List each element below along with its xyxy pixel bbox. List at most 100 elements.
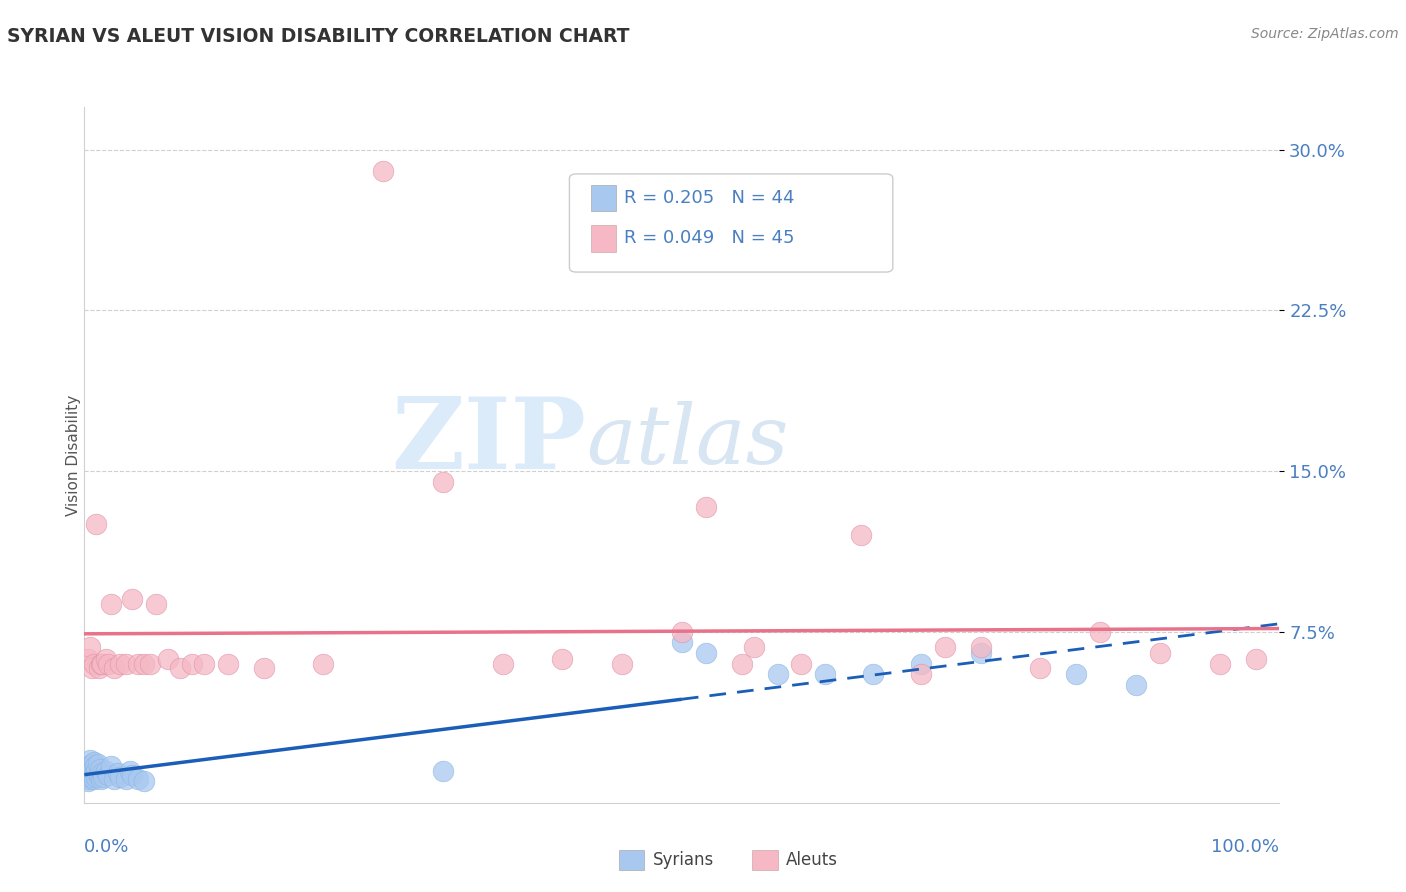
Point: [373, 164, 395, 178]
Point: [132, 657, 156, 671]
Point: [86, 764, 108, 778]
Point: [253, 661, 276, 675]
Point: [94, 764, 117, 778]
Point: [77, 772, 100, 787]
Point: [115, 772, 138, 787]
Point: [1209, 657, 1232, 671]
Point: [790, 657, 813, 671]
Point: [432, 764, 454, 778]
Point: [862, 667, 884, 681]
Point: [82, 768, 104, 782]
Point: [94, 652, 117, 666]
Point: [910, 667, 932, 681]
Point: [77, 652, 100, 666]
Point: [115, 657, 138, 671]
Y-axis label: Vision Disability: Vision Disability: [66, 394, 80, 516]
Point: [169, 661, 191, 675]
Point: [118, 764, 141, 778]
Point: [91, 765, 114, 780]
Point: [76, 768, 98, 782]
Point: [1149, 646, 1171, 660]
Point: [107, 765, 129, 780]
Point: [139, 657, 162, 671]
Point: [432, 475, 454, 489]
Point: [83, 755, 105, 769]
Point: [1244, 652, 1267, 666]
Point: [1029, 661, 1052, 675]
Point: [79, 770, 101, 784]
Point: [695, 500, 717, 515]
Point: [492, 657, 515, 671]
Point: [84, 759, 107, 773]
Point: [87, 768, 110, 782]
Point: [127, 772, 149, 787]
Point: [90, 772, 112, 787]
Point: [910, 657, 932, 671]
Point: [90, 657, 112, 671]
Point: [121, 768, 143, 782]
Point: [80, 757, 103, 772]
Point: [79, 640, 101, 654]
Text: R = 0.205   N = 44: R = 0.205 N = 44: [624, 189, 794, 207]
Point: [86, 517, 108, 532]
Point: [84, 765, 107, 780]
Point: [1066, 667, 1088, 681]
Point: [91, 657, 114, 671]
Text: Aleuts: Aleuts: [786, 851, 838, 869]
Point: [934, 640, 956, 654]
Point: [80, 765, 103, 780]
Point: [121, 592, 143, 607]
Text: SYRIAN VS ALEUT VISION DISABILITY CORRELATION CHART: SYRIAN VS ALEUT VISION DISABILITY CORREL…: [7, 27, 630, 45]
Point: [77, 759, 100, 773]
Point: [80, 661, 103, 675]
Point: [551, 652, 574, 666]
Point: [970, 646, 993, 660]
Text: 0.0%: 0.0%: [84, 838, 129, 856]
Point: [970, 640, 993, 654]
Point: [93, 770, 115, 784]
Point: [110, 657, 132, 671]
Point: [77, 764, 100, 778]
Point: [766, 667, 789, 681]
Point: [671, 624, 693, 639]
Point: [87, 661, 110, 675]
Point: [86, 757, 108, 772]
Point: [83, 657, 105, 671]
Point: [731, 657, 754, 671]
Point: [83, 772, 105, 787]
Point: [1090, 624, 1112, 639]
Text: R = 0.049   N = 45: R = 0.049 N = 45: [624, 229, 794, 247]
Point: [79, 753, 101, 767]
Point: [671, 635, 693, 649]
Point: [193, 657, 215, 671]
Point: [132, 774, 156, 789]
Point: [612, 657, 634, 671]
Point: [695, 646, 717, 660]
Text: Syrians: Syrians: [652, 851, 714, 869]
Point: [100, 597, 122, 611]
Point: [217, 657, 239, 671]
Text: 100.0%: 100.0%: [1212, 838, 1279, 856]
Point: [181, 657, 204, 671]
Point: [77, 774, 100, 789]
Point: [157, 652, 180, 666]
Point: [100, 759, 122, 773]
Point: [312, 657, 335, 671]
Point: [851, 528, 873, 542]
Point: [89, 762, 111, 776]
Point: [127, 657, 149, 671]
Point: [814, 667, 837, 681]
Text: ZIP: ZIP: [391, 392, 586, 490]
Point: [97, 768, 120, 782]
Point: [1125, 678, 1147, 692]
Point: [103, 772, 125, 787]
Point: [110, 770, 132, 784]
Text: Source: ZipAtlas.com: Source: ZipAtlas.com: [1251, 27, 1399, 41]
Point: [86, 770, 108, 784]
Text: atlas: atlas: [586, 401, 789, 481]
Point: [97, 657, 120, 671]
Point: [103, 661, 125, 675]
Point: [82, 762, 104, 776]
Point: [742, 640, 765, 654]
Point: [145, 597, 167, 611]
